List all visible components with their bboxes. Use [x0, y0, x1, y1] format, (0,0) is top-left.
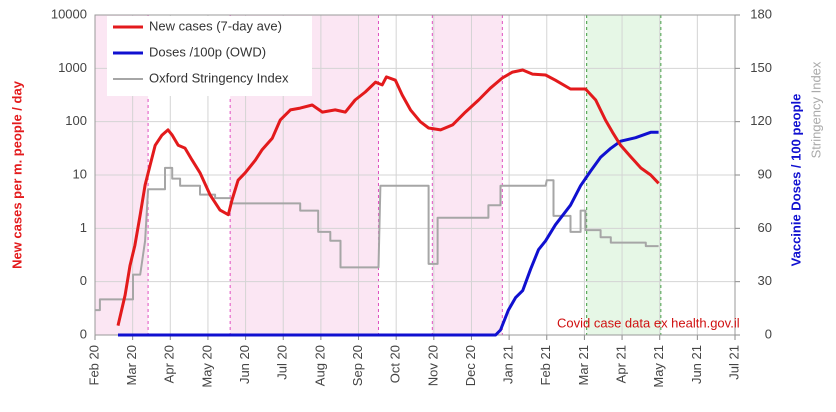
y-tick-label: 10	[73, 166, 87, 181]
x-tick-label: Sep 20	[350, 345, 365, 386]
y-axis-label: New cases per m. people / day	[9, 80, 24, 269]
legend-label: New cases (7-day ave)	[149, 18, 282, 33]
y2-tick-label: 60	[758, 220, 772, 235]
x-tick-label: Jun 21	[689, 345, 704, 384]
y-tick-label: 0	[80, 273, 87, 288]
y-tick-label: 0	[80, 326, 87, 341]
series-line	[116, 68, 660, 326]
y2-tick-label: 30	[758, 273, 772, 288]
x-tick-label: Oct 20	[388, 345, 403, 383]
x-tick-label: Nov 20	[425, 345, 440, 386]
y2-axis-label: Stringency Index	[808, 61, 823, 158]
series-line	[118, 130, 659, 337]
x-tick-label: Apr 20	[162, 345, 177, 383]
x-tick-label: Jan 21	[501, 345, 516, 384]
annotation: Covid case data ex health.gov.il	[557, 315, 740, 330]
x-tick-label: Jun 20	[237, 345, 252, 384]
legend: New cases (7-day ave) Doses /100p (OWD) Ox…	[107, 16, 312, 96]
lines	[95, 68, 660, 337]
x-tick-label: Apr 21	[613, 345, 628, 383]
y2-tick-label: 150	[750, 60, 772, 75]
y2-axis-label: Vaccinie Doses / 100 people	[788, 94, 803, 267]
series-line	[95, 166, 659, 312]
x-tick-label: Jul 21	[726, 345, 741, 380]
x-tick-label: Feb 21	[538, 345, 553, 385]
legend-label: Oxford Stringency Index	[149, 70, 289, 85]
x-tick-label: Mar 21	[576, 345, 591, 385]
y-tick-label: 1	[80, 220, 87, 235]
x-tick-label: Feb 20	[86, 345, 101, 385]
y2-tick-label: 180	[750, 6, 772, 21]
x-tick-label: Dec 20	[463, 345, 478, 386]
grid: Feb 20 Mar 20 Apr 20 May 20 Jun 20 Jul 20 Aug …	[51, 6, 772, 387]
x-tick-label: May 20	[199, 345, 214, 388]
y-tick-label: 100	[65, 113, 87, 128]
y-tick-label: 10000	[51, 6, 87, 21]
y2-tick-label: 120	[750, 113, 772, 128]
legend-label: Doses /100p (OWD)	[149, 44, 266, 59]
x-tick-label: May 21	[651, 345, 666, 388]
y-tick-label: 1000	[58, 60, 87, 75]
x-tick-label: Mar 20	[124, 345, 139, 385]
legend-box	[107, 16, 312, 96]
x-tick-label: Jul 20	[275, 345, 290, 380]
y2-tick-label: 90	[758, 166, 772, 181]
x-tick-label: Aug 20	[312, 345, 327, 386]
y2-tick-label: 0	[765, 326, 772, 341]
